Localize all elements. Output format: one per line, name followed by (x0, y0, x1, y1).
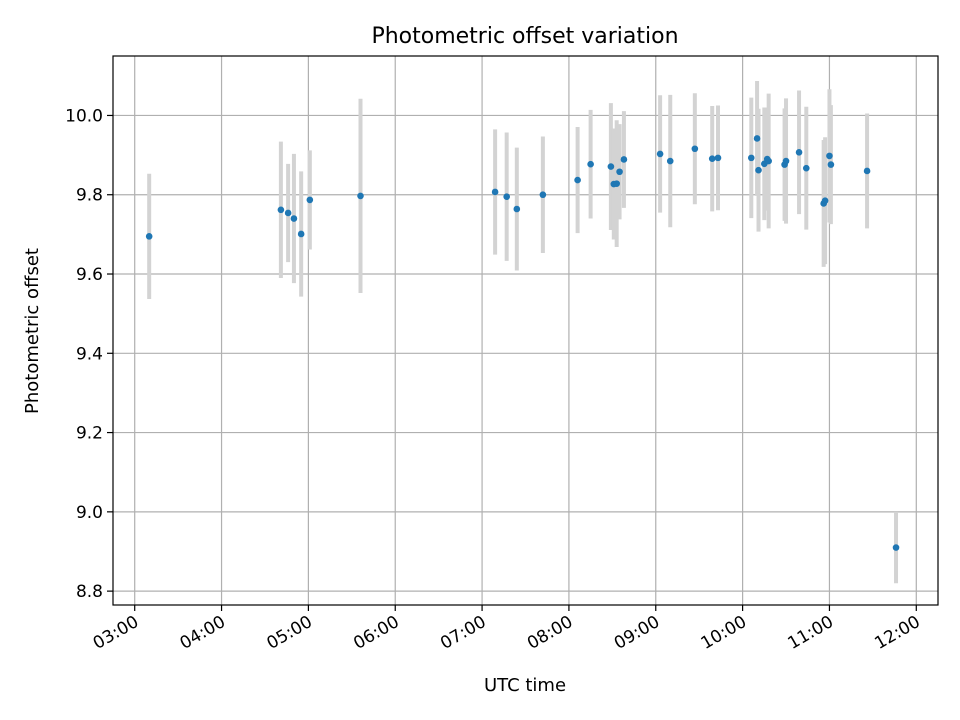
x-axis-label: UTC time (484, 675, 566, 696)
data-point (826, 152, 833, 160)
y-tick-label: 8.8 (76, 582, 103, 602)
data-point (765, 157, 772, 165)
data-point (691, 145, 699, 153)
y-axis-label: Photometric offset (22, 248, 43, 414)
data-point (587, 160, 594, 168)
data-point (616, 168, 623, 176)
data-point (145, 233, 153, 240)
y-tick-label: 9.6 (76, 265, 103, 285)
data-point (708, 155, 716, 162)
data-point (613, 180, 620, 187)
data-point (357, 192, 364, 200)
data-point (620, 156, 628, 163)
grid (113, 56, 938, 605)
y-tick-label: 9.8 (76, 186, 103, 206)
data-point (284, 209, 292, 217)
plot-frame (112, 55, 939, 606)
data-point (277, 206, 285, 214)
data-point (656, 150, 664, 158)
y-tick-label: 9.0 (76, 503, 103, 523)
data-point (513, 205, 521, 213)
data-point (782, 157, 790, 165)
data-point (297, 230, 305, 238)
chart-title: Photometric offset variation (371, 24, 678, 49)
data-point (607, 163, 615, 170)
y-tick-label: 9.4 (76, 344, 103, 364)
data-point (892, 544, 900, 551)
data-points (145, 135, 900, 551)
data-point (753, 135, 761, 142)
data-point (802, 164, 810, 172)
data-point (539, 191, 547, 199)
data-point (863, 167, 871, 175)
y-axis-ticks: 8.8 9.0 9.2 9.4 9.6 9.8 10.0 (65, 106, 113, 602)
data-point (491, 188, 499, 196)
data-point (747, 154, 755, 162)
data-point (795, 149, 803, 156)
data-point (666, 157, 674, 165)
data-point (714, 154, 722, 162)
data-point (827, 161, 835, 168)
y-tick-label: 9.2 (76, 424, 103, 444)
data-point (290, 215, 298, 222)
data-point (755, 166, 762, 174)
y-tick-label: 10.0 (65, 106, 103, 126)
data-point (821, 197, 829, 204)
data-point (306, 196, 314, 204)
data-point (574, 176, 581, 184)
data-point (503, 193, 510, 201)
